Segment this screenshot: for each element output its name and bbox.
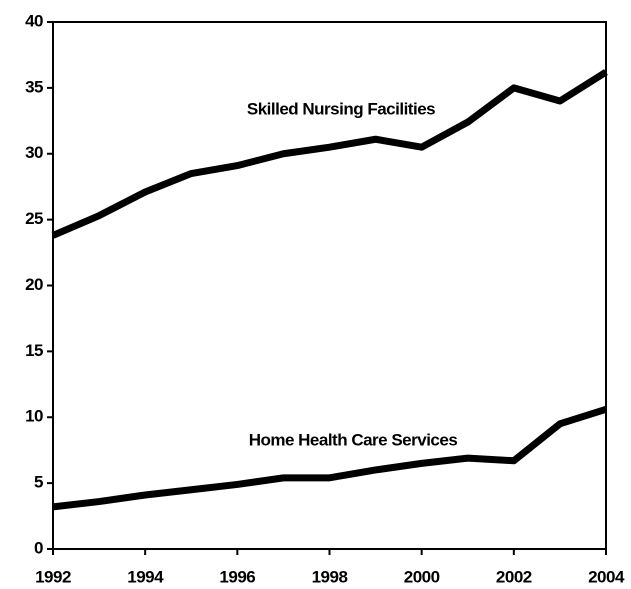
x-tick-label: 1994 [127, 567, 164, 586]
y-tick-label: 15 [25, 341, 43, 360]
y-tick-label: 40 [25, 11, 43, 30]
x-tick-label: 1998 [312, 567, 348, 586]
y-tick-label: 20 [25, 275, 43, 294]
y-tick-label: 5 [34, 473, 43, 492]
x-tick-label: 1992 [35, 567, 71, 586]
x-tick-label: 2004 [588, 567, 625, 586]
series-label: Home Health Care Services [249, 430, 458, 449]
x-tick-label: 2000 [404, 567, 440, 586]
y-tick-label: 30 [25, 143, 43, 162]
y-tick-label: 35 [25, 77, 43, 96]
y-tick-label: 25 [25, 209, 43, 228]
series-label: Skilled Nursing Facilities [247, 99, 435, 118]
x-tick-label: 1996 [219, 567, 255, 586]
y-tick-label: 10 [25, 407, 43, 426]
series-line [51, 69, 608, 239]
series-line [52, 406, 608, 511]
x-tick-label: 2002 [496, 567, 532, 586]
y-tick-label: 0 [34, 538, 43, 557]
